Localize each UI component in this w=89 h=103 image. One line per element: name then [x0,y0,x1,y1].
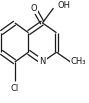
Text: Cl: Cl [11,84,19,92]
Text: N: N [39,57,46,66]
Text: OH: OH [58,1,71,10]
Text: O: O [31,4,37,13]
Text: CH₃: CH₃ [71,57,86,66]
